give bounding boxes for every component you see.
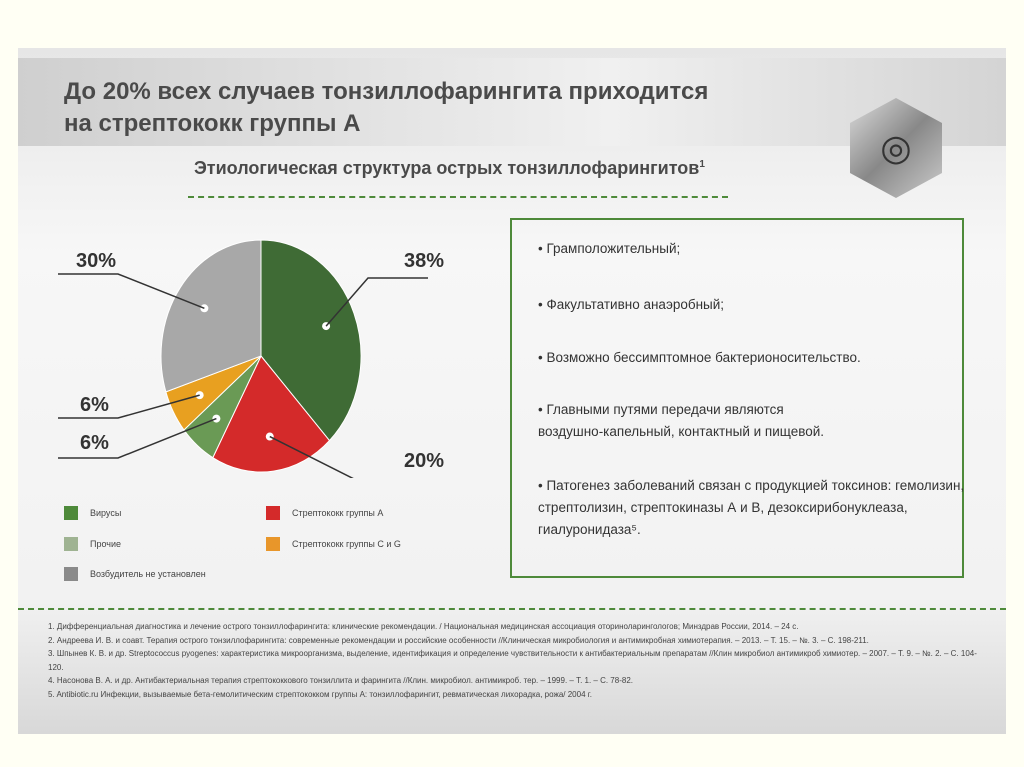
bullet-3: • Возможно бессимптомное бактерионосител… — [538, 350, 861, 365]
divider — [188, 196, 728, 198]
legend-swatch — [266, 506, 280, 520]
legend-swatch — [64, 506, 78, 520]
leader-line-2 — [58, 417, 217, 459]
leader-line-4 — [58, 273, 205, 309]
legend-viruses: Вирусы — [64, 506, 121, 520]
chart-subtitle: Этиологическая структура острых тонзилло… — [194, 158, 705, 179]
legend-other: Прочие — [64, 537, 121, 551]
label-6-green: 6% — [80, 432, 109, 454]
legend-swatch — [266, 537, 280, 551]
slice-marker-1 — [265, 432, 274, 441]
label-6-orange: 6% — [80, 394, 109, 416]
bullet-1: • Грамположительный; — [538, 241, 681, 256]
legend-strep-a: Стрептококк группы А — [266, 506, 383, 520]
subtitle-sup: 1 — [699, 159, 705, 170]
reference-2: 2. Андреева И. В. и соавт. Терапия остро… — [48, 635, 869, 645]
leader-line-1 — [269, 435, 354, 478]
slice-marker-4 — [200, 304, 209, 313]
slide-title: До 20% всех случаев тонзиллофарингита пр… — [64, 76, 708, 140]
bullet-2: • Факультативно анаэробный; — [538, 297, 725, 312]
label-20: 20% — [404, 450, 445, 472]
slide: До 20% всех случаев тонзиллофарингита пр… — [18, 48, 1006, 734]
reference-4: 4. Насонова В. А. и др. Антибактериальна… — [48, 676, 633, 685]
pie-chart — [58, 239, 428, 478]
label-30: 30% — [76, 250, 117, 272]
legend-swatch — [64, 567, 78, 581]
bullet-5: • Патогенез заболеваний связан с продукц… — [538, 478, 965, 537]
reference-3: 3. Шпынев К. В. и др. Streptococcus pyog… — [48, 649, 977, 672]
legend-label: Стрептококк группы А — [292, 508, 384, 518]
legend-label: Возбудитель не установлен — [90, 569, 206, 579]
reference-1: 1. Дифференциальная диагностика и лечени… — [48, 622, 799, 631]
divider-bottom — [18, 608, 1006, 610]
leader-line-0 — [325, 277, 428, 327]
legend-label: Прочие — [90, 539, 122, 549]
leader-line-3 — [58, 394, 200, 419]
bullet-4: • Главными путями передачи являются возд… — [538, 402, 825, 439]
legend-strep-cg: Стрептококк группы С и G — [266, 537, 401, 551]
label-38: 38% — [404, 250, 445, 272]
subtitle-text: Этиологическая структура острых тонзилло… — [194, 158, 700, 178]
pie-slice-1 — [212, 355, 331, 473]
legend-label: Вирусы — [90, 508, 122, 518]
info-box — [510, 218, 964, 578]
title-line-1: До 20% всех случаев тонзиллофарингита пр… — [64, 78, 709, 105]
reference-5: 5. Antibiotic.ru Инфекции, вызываемые бе… — [48, 689, 592, 699]
references: 1. Дифференциальная диагностика и лечени… — [48, 620, 988, 701]
legend-swatch — [64, 537, 78, 551]
title-bar: До 20% всех случаев тонзиллофарингита пр… — [18, 58, 1006, 146]
legend-label: Стрептококк группы С и G — [292, 539, 401, 549]
legend-unknown: Возбудитель не установлен — [64, 567, 206, 581]
title-line-2: на стрептококк группы А — [64, 110, 361, 137]
pie-slice-4 — [160, 239, 262, 393]
pie-slice-0 — [260, 239, 362, 442]
